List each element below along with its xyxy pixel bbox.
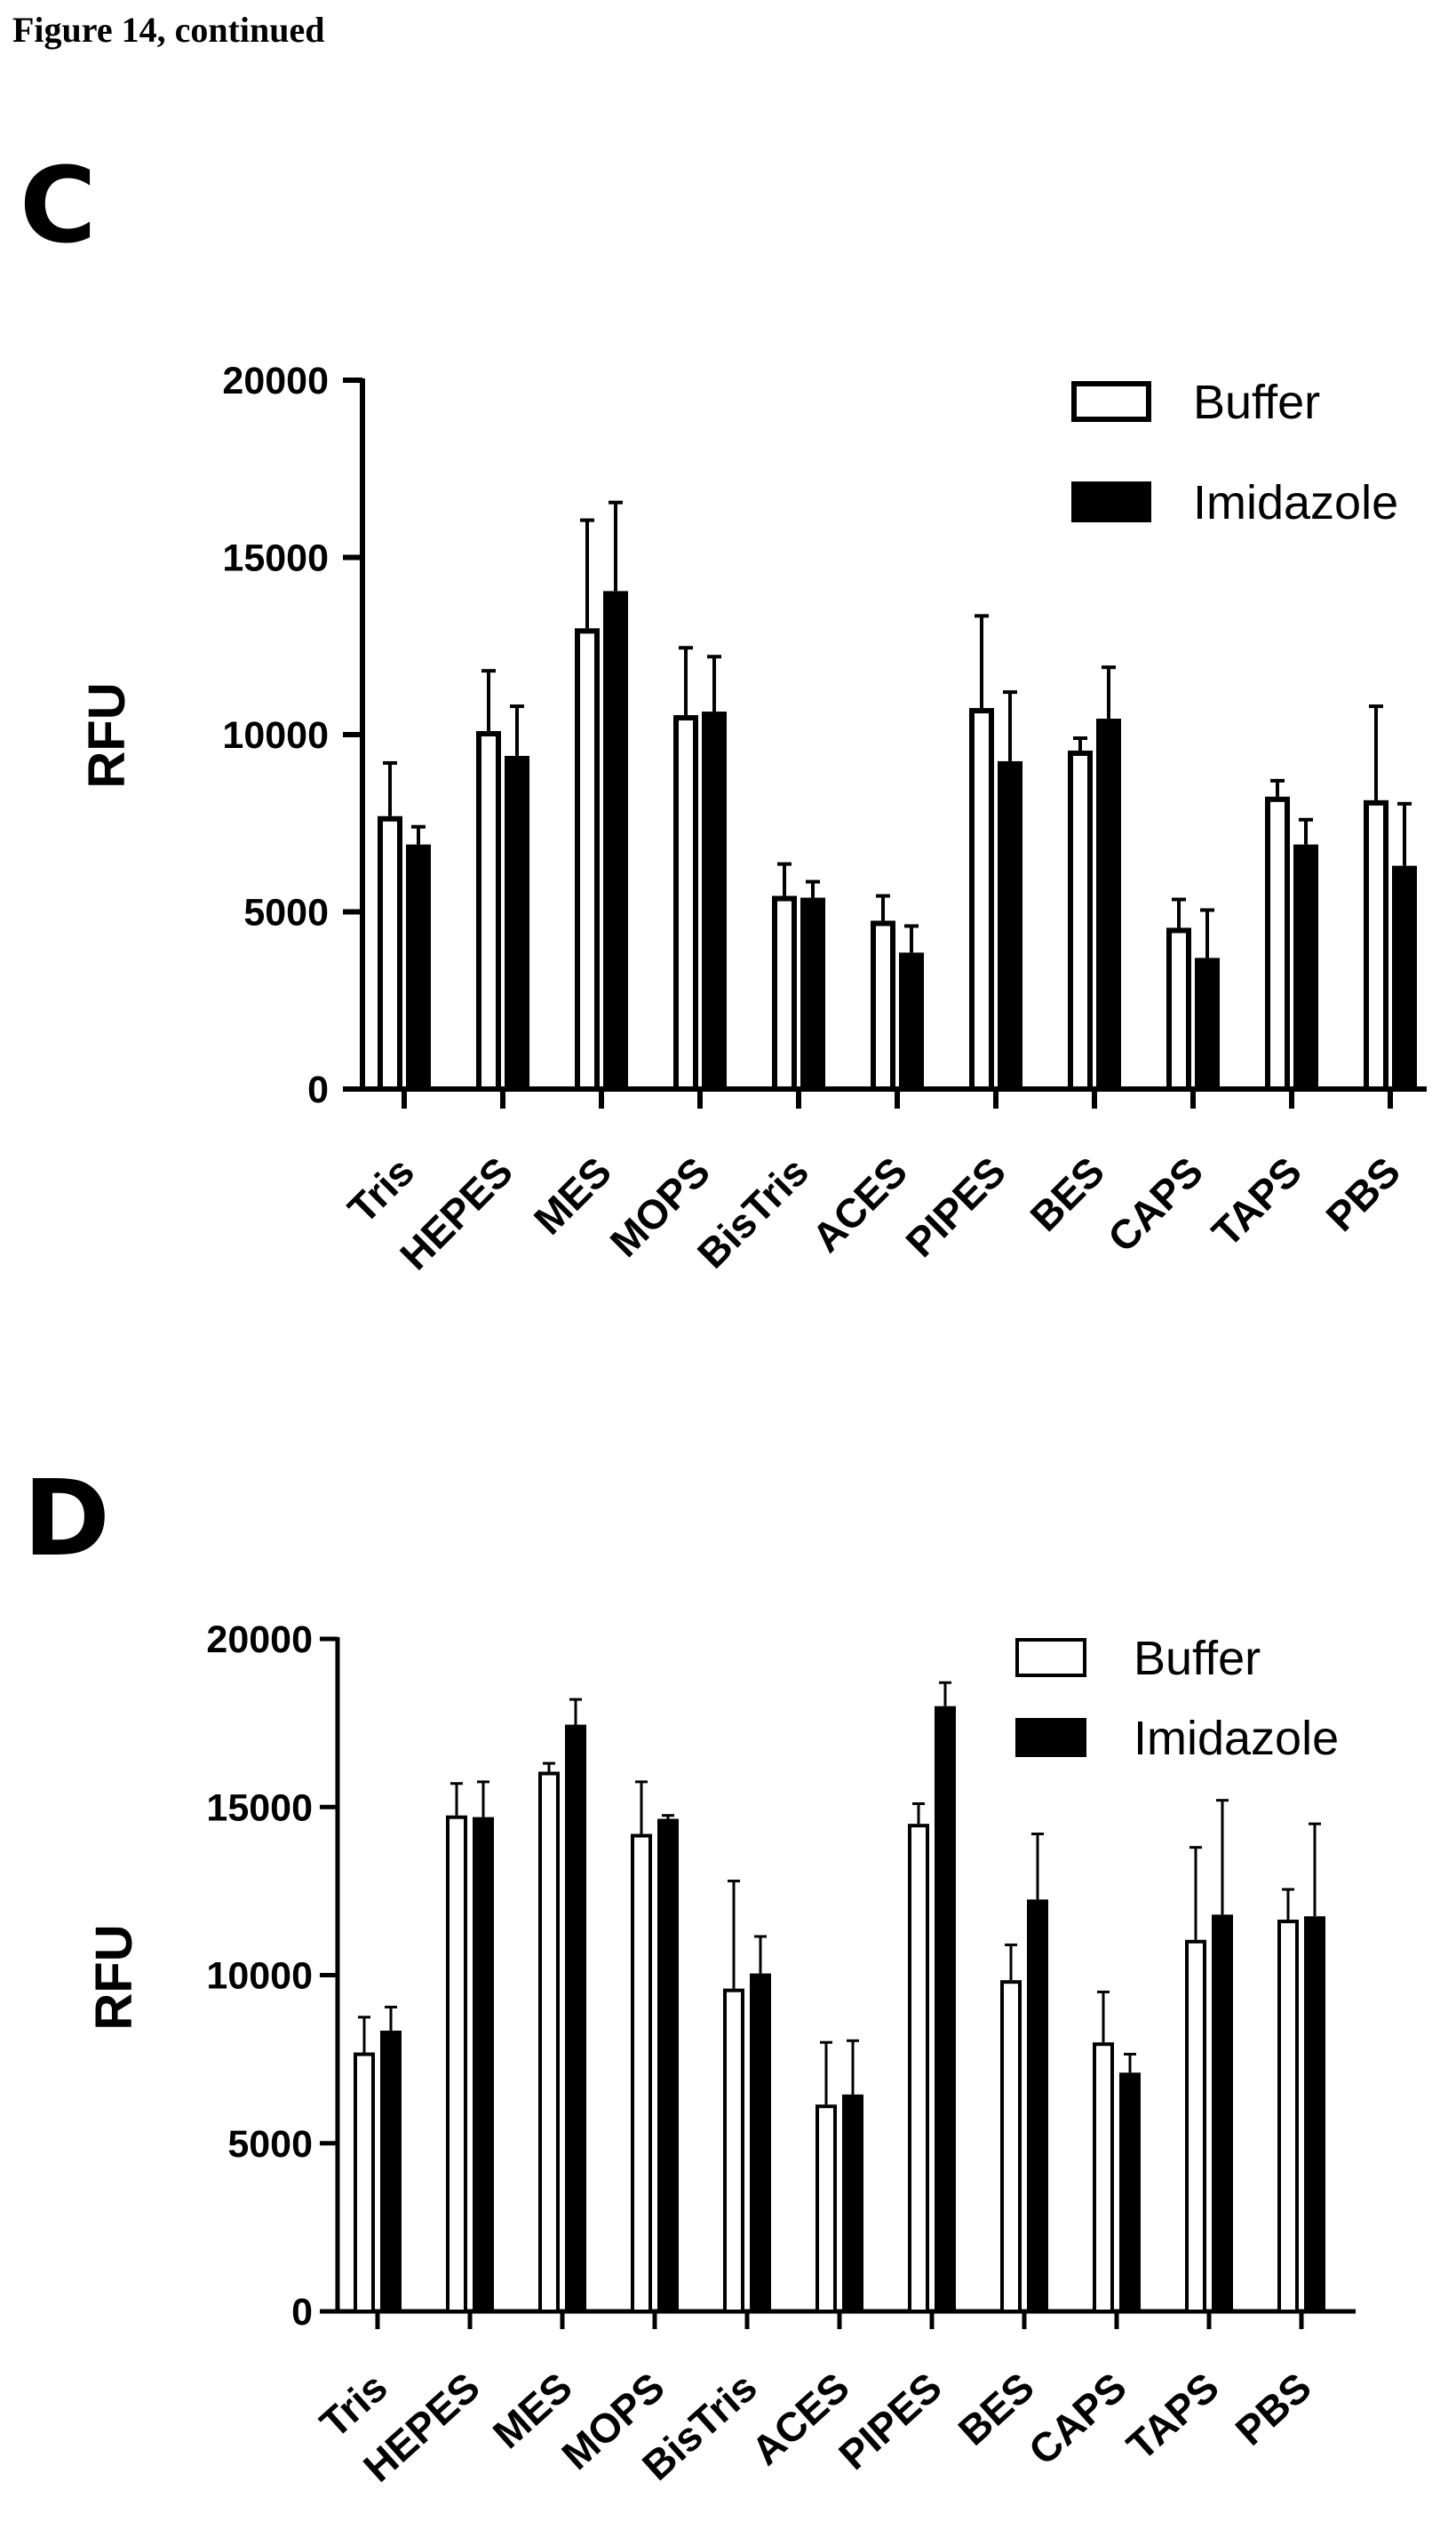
bar-buffer-aces <box>871 920 895 1092</box>
panel-letter: C <box>20 144 97 266</box>
legend-label-imidazole: Imidazole <box>1193 476 1398 529</box>
bar-imidazole-mes <box>603 591 628 1089</box>
legend-swatch-imidazole <box>1071 481 1151 522</box>
category-label-taps: TAPS <box>1203 1148 1310 1255</box>
category-label-pipes: PIPES <box>830 2364 951 2478</box>
bar-imidazole-hepes <box>505 755 529 1089</box>
chart-panel-d: D05000100001500020000RFUTrisHEPESMESMOPS… <box>23 1457 1356 2491</box>
figure-header: Figure 14, continued <box>12 10 325 50</box>
bar-buffer-hepes <box>446 1815 467 2313</box>
legend-swatch-imidazole <box>1015 1718 1086 1757</box>
bar-imidazole-caps <box>1119 2072 1141 2311</box>
bar-imidazole-pipes <box>998 760 1022 1089</box>
bar-imidazole-mes <box>565 1724 586 2311</box>
bar-imidazole-taps <box>1293 844 1318 1089</box>
legend-swatch-buffer <box>1015 1638 1086 1677</box>
y-tick-label: 0 <box>291 2291 313 2334</box>
y-axis-title: RFU <box>85 1924 143 2030</box>
bar-imidazole-pipes <box>935 1706 956 2311</box>
y-tick-label: 5000 <box>243 892 329 934</box>
bar-buffer-pipes <box>908 1824 929 2313</box>
y-tick-label: 15000 <box>222 537 329 580</box>
category-label-tris: Tris <box>338 1148 423 1232</box>
y-tick-label: 20000 <box>222 360 329 402</box>
panel-letter: D <box>23 1457 110 1579</box>
bar-imidazole-tris <box>380 2030 402 2311</box>
category-label-bes: BES <box>1021 1148 1113 1240</box>
bar-buffer-mes <box>538 1771 560 2313</box>
category-label-aces: ACES <box>743 2364 858 2474</box>
bar-imidazole-bistris <box>750 1973 771 2311</box>
y-tick-label: 5000 <box>227 2123 313 2166</box>
bar-imidazole-tris <box>406 844 431 1089</box>
legend-label-buffer: Buffer <box>1134 1632 1261 1685</box>
category-label-caps: CAPS <box>1020 2364 1135 2474</box>
bar-imidazole-mops <box>657 1818 679 2311</box>
bar-imidazole-bes <box>1027 1899 1048 2311</box>
bar-buffer-pbs <box>1364 799 1388 1092</box>
y-tick-label: 20000 <box>206 1618 313 1661</box>
bar-buffer-pbs <box>1277 1920 1299 2313</box>
bar-buffer-caps <box>1093 2042 1114 2313</box>
bar-buffer-bistris <box>723 1988 744 2313</box>
bar-buffer-tris <box>378 815 402 1093</box>
legend-label-buffer: Buffer <box>1193 376 1320 429</box>
category-label-pbs: PBS <box>1317 1148 1409 1240</box>
bar-buffer-caps <box>1166 927 1191 1092</box>
bar-buffer-bistris <box>772 895 797 1092</box>
legend-swatch-buffer <box>1071 381 1151 422</box>
bar-imidazole-bistris <box>800 897 825 1089</box>
y-tick-label: 0 <box>307 1069 329 1111</box>
bar-buffer-bes <box>1068 750 1093 1093</box>
bar-imidazole-pbs <box>1304 1916 1325 2311</box>
bar-buffer-hepes <box>476 731 501 1092</box>
bar-buffer-mops <box>631 1833 652 2313</box>
legend-label-imidazole: Imidazole <box>1134 1712 1339 1765</box>
bar-imidazole-aces <box>899 952 924 1089</box>
bar-imidazole-hepes <box>473 1817 494 2311</box>
bar-buffer-taps <box>1265 796 1290 1092</box>
bar-buffer-mes <box>575 628 600 1092</box>
bar-imidazole-bes <box>1096 719 1121 1089</box>
y-tick-label: 15000 <box>206 1786 313 1829</box>
bar-imidazole-pbs <box>1392 865 1417 1089</box>
category-label-pbs: PBS <box>1227 2364 1320 2454</box>
bar-imidazole-mops <box>702 712 727 1089</box>
bar-buffer-aces <box>816 2104 837 2313</box>
category-label-taps: TAPS <box>1118 2364 1227 2469</box>
bar-buffer-pipes <box>969 708 994 1092</box>
bar-buffer-mops <box>673 715 698 1092</box>
y-tick-label: 10000 <box>206 1955 313 1998</box>
bar-buffer-bes <box>1000 1980 1022 2313</box>
y-axis-title: RFU <box>78 682 136 788</box>
bar-buffer-tris <box>354 2052 375 2313</box>
y-tick-label: 10000 <box>222 714 329 757</box>
bar-buffer-taps <box>1185 1939 1206 2313</box>
bar-imidazole-aces <box>842 2094 863 2311</box>
bar-imidazole-taps <box>1212 1914 1233 2311</box>
bar-imidazole-caps <box>1195 958 1220 1089</box>
